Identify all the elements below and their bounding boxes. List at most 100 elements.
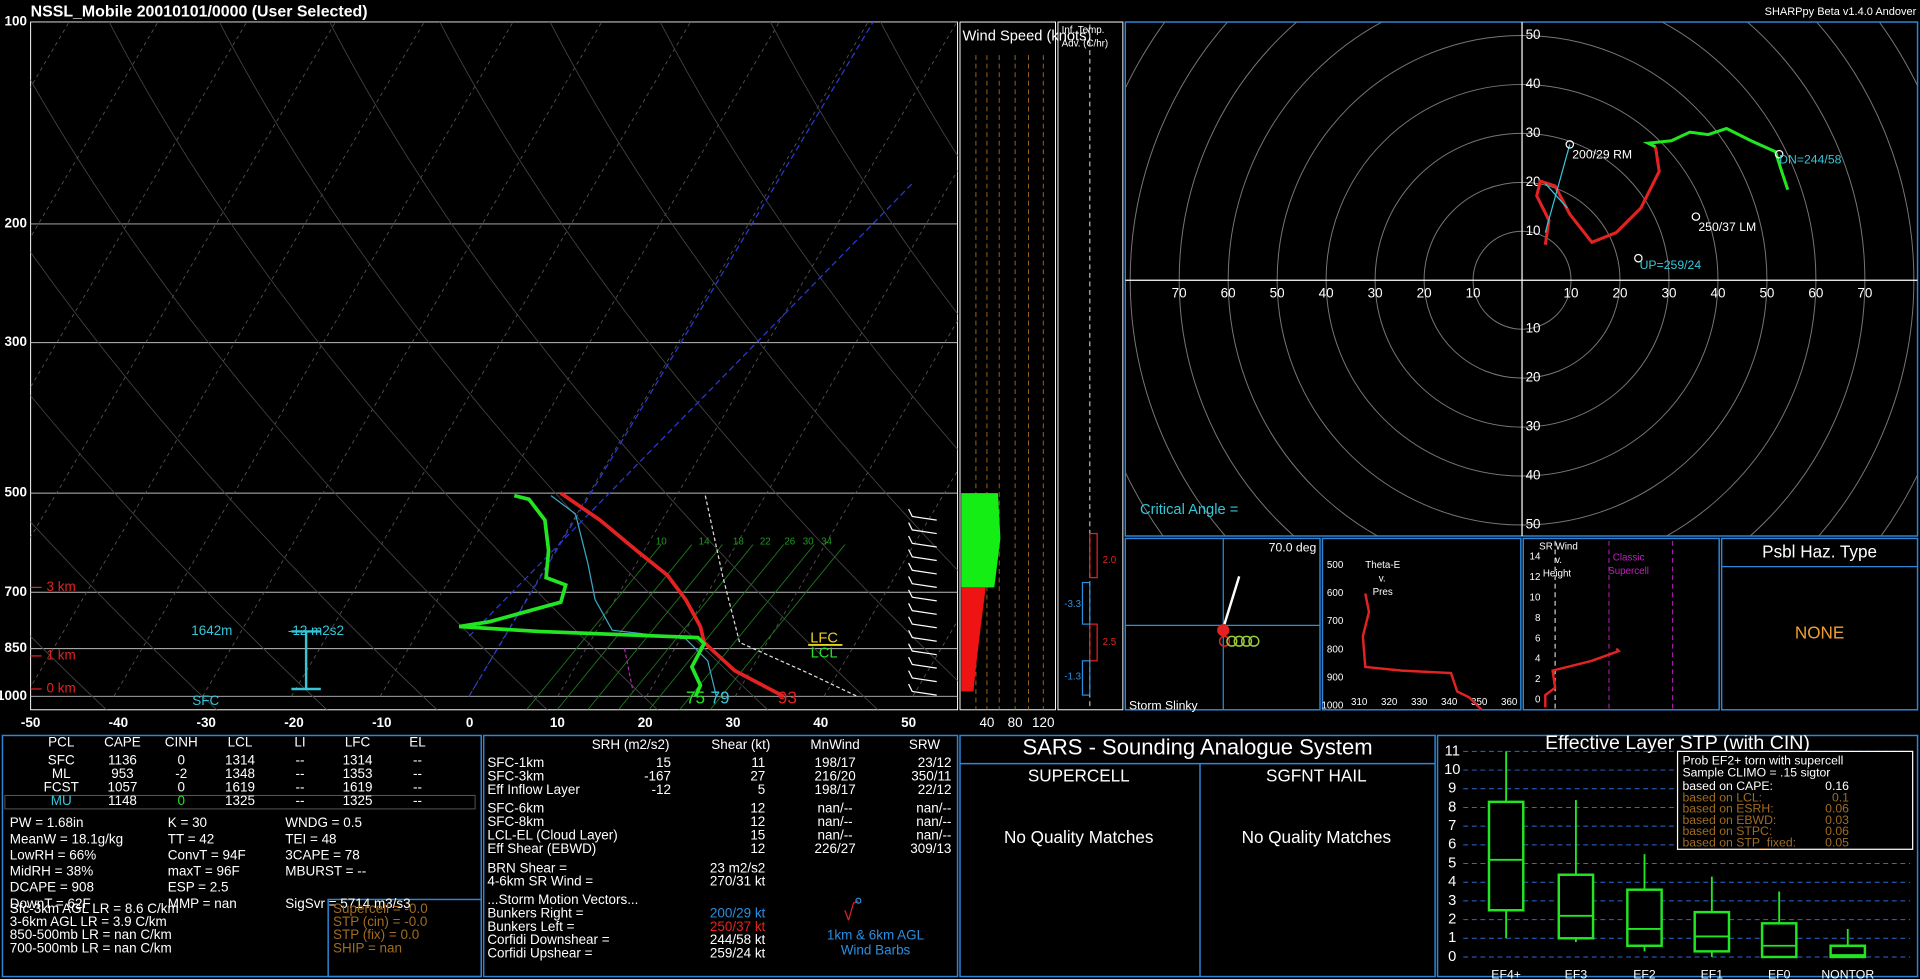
isotherm <box>202 22 603 697</box>
label: Height <box>1543 569 1572 580</box>
height-label: 0 km <box>47 681 76 696</box>
sr-height: 4 <box>1535 654 1541 665</box>
slinky-ring <box>1226 635 1238 647</box>
table-cell: 12 <box>750 841 765 856</box>
dry-adiabat <box>659 22 958 450</box>
label: SUPERCELL <box>1028 766 1130 786</box>
label: Corfidi Downshear = <box>487 932 609 947</box>
isotherm <box>291 22 692 697</box>
wetbulb-trace <box>623 648 634 692</box>
label: Prob EF2+ torn with supercell <box>1682 753 1843 767</box>
box <box>1626 888 1663 947</box>
table-header: MnWind <box>810 737 859 752</box>
label: SARS - Sounding Analogue System <box>1022 735 1372 760</box>
label: BRN Shear = <box>487 860 567 875</box>
table-cell: MU <box>51 793 72 808</box>
table-cell: -- <box>296 766 305 781</box>
height-label: 1 km <box>47 647 76 662</box>
table-cell: 5 <box>758 782 765 797</box>
hodo-tick: 50 <box>1526 517 1541 532</box>
y-tick-label: 8 <box>1448 799 1456 815</box>
sr-height: 10 <box>1530 592 1541 603</box>
table-cell: 0 <box>177 793 184 808</box>
label: v. <box>1379 573 1386 584</box>
label: 270/31 kt <box>710 873 766 888</box>
index: K = 30 <box>168 815 207 830</box>
table-cell: -2 <box>175 766 187 781</box>
index: MBURST = -- <box>285 864 366 879</box>
dewpoint <box>458 493 707 698</box>
frame-lines <box>4 21 1124 810</box>
label: Psbl Haz. Type <box>1762 542 1877 562</box>
temp-label: -50 <box>21 715 40 730</box>
dry-adiabat <box>30 635 108 710</box>
label: based on STPC: <box>1682 824 1772 838</box>
theta-temp: 310 <box>1351 697 1368 708</box>
motion-marker <box>1565 140 1575 149</box>
dgz-line <box>526 544 662 710</box>
hodo-trace-red <box>1535 146 1661 245</box>
label: SFC <box>192 693 219 708</box>
isotherm <box>379 22 780 697</box>
label: 0.03 <box>1825 813 1849 827</box>
y-tick-label: 5 <box>1448 855 1456 871</box>
hodo-tick: 20 <box>1526 174 1541 189</box>
temp-label: 50 <box>901 715 916 730</box>
sr-trace <box>1544 647 1622 708</box>
table-cell: 1325 <box>225 793 255 808</box>
index: ESP = 2.5 <box>168 880 229 895</box>
table-cell: 0 <box>177 753 184 768</box>
y-tick-label: 6 <box>1448 837 1456 853</box>
table-cell: 11 <box>751 755 765 770</box>
lapse-rate: 3-6km AGL LR = 3.9 C/km <box>10 914 167 929</box>
theta-pressure: 900 <box>1327 673 1344 684</box>
temp-label: 30 <box>725 715 740 730</box>
table-cell: 953 <box>111 766 133 781</box>
hodo-tick: 20 <box>1417 285 1432 300</box>
index: DownT = 62F <box>10 896 91 911</box>
table-cell: 22/12 <box>918 782 952 797</box>
composite: SHIP = nan <box>333 940 402 955</box>
slinky-ring <box>1240 635 1253 647</box>
table-cell: 216/20 <box>815 769 856 784</box>
label: SGFNT HAIL <box>1266 766 1367 786</box>
hodo-tick: 10 <box>1564 285 1579 300</box>
box <box>1487 800 1525 912</box>
table-cell: Eff Inflow Layer <box>487 782 580 797</box>
hodo-tick: 10 <box>1466 285 1481 300</box>
temp-label: 20 <box>638 715 653 730</box>
dgz-label: 30 <box>803 537 814 548</box>
label: Theta-E <box>1365 560 1400 571</box>
isotherm <box>30 22 425 688</box>
hodo-tick: 60 <box>1221 285 1236 300</box>
motion-label: UP=259/24 <box>1640 258 1702 272</box>
lapse-rate: 700-500mb LR = nan C/km <box>10 940 172 955</box>
theta-pressure: 500 <box>1327 560 1344 571</box>
lapse-rate: Sfc-3km AGL LR = 8.6 C/km <box>10 901 179 916</box>
isotherm <box>113 22 514 697</box>
slinky-ring <box>1218 635 1231 647</box>
dry-adiabat <box>549 22 958 571</box>
pressure-label: 850 <box>4 640 26 655</box>
y-tick-label: 3 <box>1448 893 1456 909</box>
label: Storm Slinky <box>1129 698 1199 712</box>
panel-title: Wind Speed (knots) <box>962 29 1091 45</box>
dgz-label: 34 <box>821 537 832 548</box>
table-cell: 1619 <box>225 780 255 795</box>
label: Supercell <box>1608 566 1649 577</box>
table-cell: -- <box>413 780 422 795</box>
speed-tick: 120 <box>1032 715 1054 730</box>
table-cell: 15 <box>750 827 765 842</box>
wind-barb <box>908 549 937 562</box>
pressure-label: 1000 <box>0 688 27 703</box>
label: 23 m2/s2 <box>710 860 765 875</box>
table-cell: nan/-- <box>818 814 853 829</box>
hodo-tick: 60 <box>1808 285 1823 300</box>
adv-bar <box>1089 532 1098 579</box>
temp-label: 10 <box>550 715 565 730</box>
label: NONE <box>1795 622 1844 642</box>
table-cell: 1148 <box>108 793 137 808</box>
x-tick-label: EF0 <box>1768 968 1791 979</box>
sr-height: 12 <box>1530 572 1541 583</box>
